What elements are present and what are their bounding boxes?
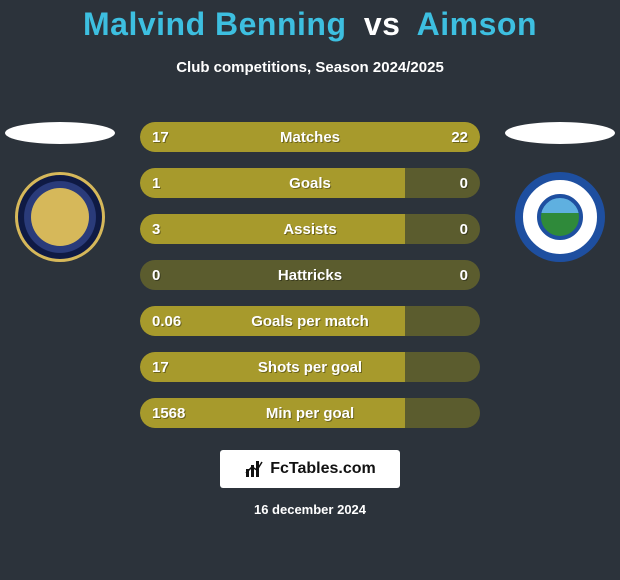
comparison-graphic: Malvind Benning vs Aimson Club competiti… xyxy=(0,0,620,580)
stat-row: 17Shots per goal xyxy=(140,352,480,382)
stat-label: Goals xyxy=(140,168,480,198)
stat-row: 1722Matches xyxy=(140,122,480,152)
stat-row: 10Goals xyxy=(140,168,480,198)
club-badge-right xyxy=(515,172,605,262)
stat-row: 30Assists xyxy=(140,214,480,244)
stat-row: 0.06Goals per match xyxy=(140,306,480,336)
stat-label: Assists xyxy=(140,214,480,244)
subtitle: Club competitions, Season 2024/2025 xyxy=(0,59,620,76)
club-badge-right-inner xyxy=(537,194,583,240)
stat-label: Shots per goal xyxy=(140,352,480,382)
club-right xyxy=(500,122,620,262)
player-shadow-left xyxy=(5,122,115,144)
brand-logo-icon xyxy=(244,459,264,479)
stat-row: 00Hattricks xyxy=(140,260,480,290)
stat-label: Matches xyxy=(140,122,480,152)
player-shadow-right xyxy=(505,122,615,144)
title: Malvind Benning vs Aimson xyxy=(0,0,620,43)
stat-bars: 1722Matches 10Goals 30Assists 00Hattricks 0.… xyxy=(140,122,480,444)
stat-label: Goals per match xyxy=(140,306,480,336)
stat-row: 1568Min per goal xyxy=(140,398,480,428)
club-badge-left xyxy=(15,172,105,262)
stat-label: Hattricks xyxy=(140,260,480,290)
brand-box: FcTables.com xyxy=(220,450,400,488)
stat-label: Min per goal xyxy=(140,398,480,428)
vs-label: vs xyxy=(364,6,401,42)
date-stamp: 16 december 2024 xyxy=(0,502,620,517)
club-left xyxy=(0,122,120,262)
brand-text: FcTables.com xyxy=(270,460,376,478)
player1-name: Malvind Benning xyxy=(83,6,347,42)
player2-name: Aimson xyxy=(417,6,537,42)
